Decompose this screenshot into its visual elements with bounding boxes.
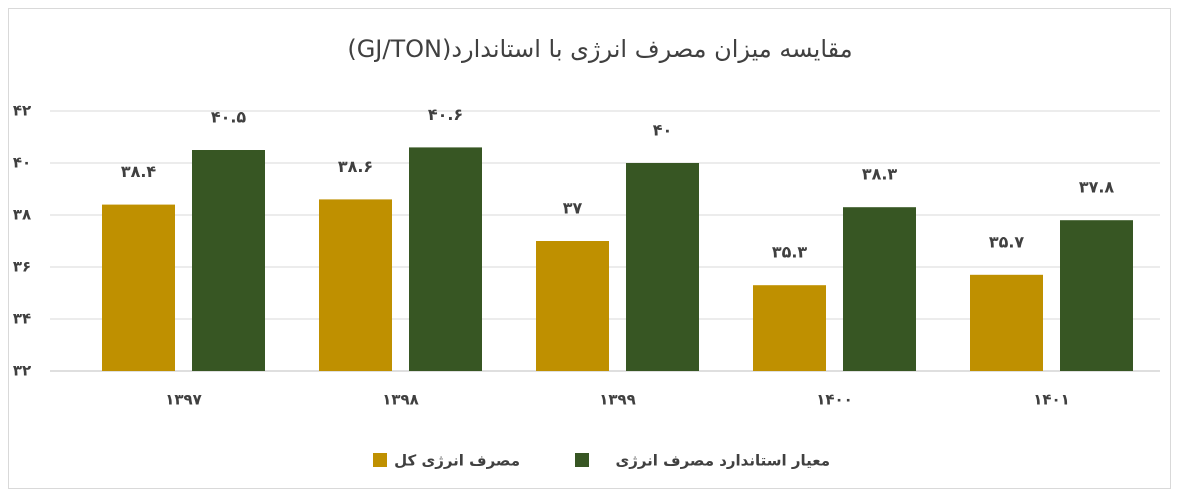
bar	[753, 285, 826, 371]
bar	[409, 147, 482, 371]
value-label: ۴۰.۶	[428, 105, 463, 124]
bar	[319, 199, 392, 371]
value-label: ۳۸.۳	[862, 165, 898, 184]
bar	[102, 204, 175, 371]
legend-label: معیار استاندارد مصرف انرژی	[615, 452, 830, 470]
y-tick-label: ۳۴	[13, 310, 31, 328]
x-tick-label: ۱۳۹۷	[165, 391, 202, 409]
bar	[1060, 220, 1133, 371]
x-tick-label: ۱۳۹۹	[599, 391, 636, 409]
value-label: ۳۵.۷	[989, 232, 1025, 251]
value-label: ۴۰	[653, 121, 673, 140]
value-label: ۴۰.۵	[211, 108, 247, 127]
x-tick-label: ۱۴۰۱	[1033, 391, 1070, 409]
y-tick-label: ۴۰	[13, 154, 31, 172]
chart-title: مقایسه میزان مصرف انرژی با استاندارد(GJ/…	[347, 35, 852, 63]
value-label: ۳۸.۴	[121, 162, 157, 181]
legend-swatch	[575, 453, 589, 467]
legend-label: مصرف انرژی کل	[394, 452, 520, 470]
bar	[626, 163, 699, 371]
x-tick-label: ۱۳۹۸	[382, 391, 419, 409]
value-label: ۳۷	[563, 199, 583, 218]
bar	[970, 274, 1043, 371]
y-tick-label: ۳۲	[13, 362, 31, 380]
bar	[536, 241, 609, 371]
value-label: ۳۸.۶	[338, 157, 373, 176]
y-tick-label: ۳۶	[13, 258, 31, 276]
legend-swatch	[373, 453, 387, 467]
value-label: ۳۷.۸	[1079, 178, 1115, 197]
y-tick-label: ۳۸	[13, 206, 31, 224]
y-tick-label: ۴۲	[13, 102, 31, 120]
bar	[192, 150, 265, 371]
value-label: ۳۵.۳	[772, 243, 808, 262]
x-tick-label: ۱۴۰۰	[816, 391, 853, 409]
bar	[843, 207, 916, 371]
